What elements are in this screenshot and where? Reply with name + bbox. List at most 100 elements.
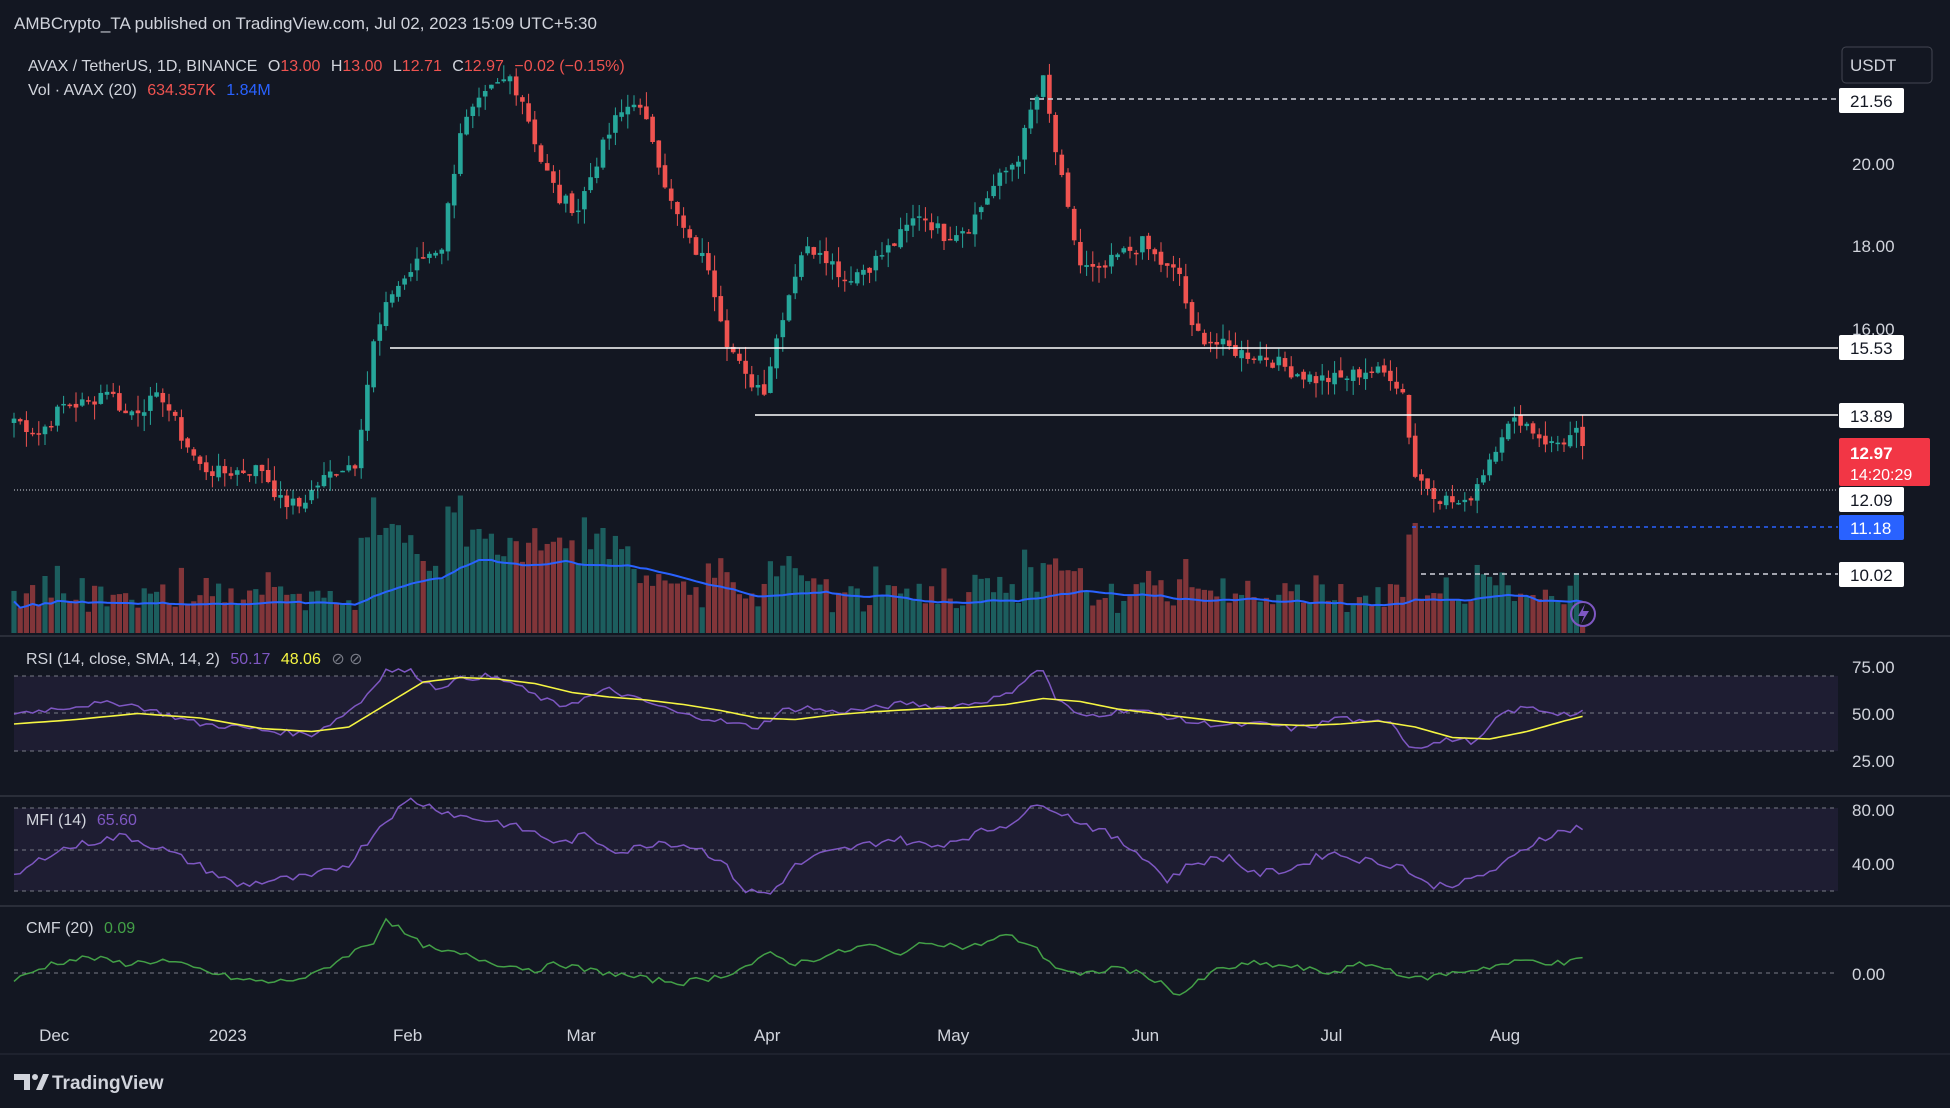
volume-bar bbox=[395, 525, 401, 633]
volume-bar bbox=[1493, 585, 1499, 633]
candle-body bbox=[631, 104, 637, 108]
candle-body bbox=[557, 184, 562, 204]
candle-body bbox=[1295, 374, 1300, 377]
candle-body bbox=[489, 84, 494, 89]
candle-body bbox=[1481, 475, 1486, 483]
time-axis-label: Mar bbox=[567, 1026, 597, 1045]
candle-body bbox=[1474, 484, 1480, 501]
cmf-tick-0: 0.00 bbox=[1852, 965, 1885, 984]
lightning-icon[interactable] bbox=[1570, 601, 1596, 627]
candle-body bbox=[408, 272, 414, 277]
candle-body bbox=[1505, 423, 1511, 440]
volume-bar bbox=[842, 592, 848, 633]
candle-body bbox=[464, 116, 469, 135]
candle-body bbox=[997, 172, 1003, 186]
candle-body bbox=[1288, 366, 1294, 378]
candle-body bbox=[1257, 355, 1263, 361]
candle-body bbox=[569, 193, 575, 214]
volume-bar bbox=[1412, 523, 1418, 633]
volume-bar bbox=[290, 594, 296, 633]
candle-body bbox=[340, 470, 345, 473]
candle-body bbox=[420, 257, 426, 259]
time-axis-label: Dec bbox=[39, 1026, 70, 1045]
time-axis-label: Jul bbox=[1321, 1026, 1343, 1045]
candle-body bbox=[495, 82, 500, 84]
candle-body bbox=[619, 112, 624, 117]
volume-bar bbox=[1418, 598, 1424, 633]
candle-body bbox=[166, 404, 172, 411]
volume-bar bbox=[414, 553, 420, 633]
last-price-text: 12.97 bbox=[1850, 444, 1893, 463]
candle-body bbox=[1319, 375, 1325, 381]
volume-bar bbox=[327, 590, 333, 633]
volume-bar bbox=[761, 583, 767, 633]
candle-body bbox=[185, 438, 190, 448]
volume-bar bbox=[1164, 601, 1170, 633]
candle-body bbox=[1245, 352, 1251, 359]
candle-body bbox=[1158, 251, 1164, 265]
volume-bar bbox=[203, 578, 209, 633]
volume-bar bbox=[941, 568, 947, 633]
volume-bar bbox=[1003, 592, 1009, 633]
candle-body bbox=[1183, 276, 1189, 304]
candle-body bbox=[1543, 435, 1548, 445]
volume-bar bbox=[606, 559, 612, 633]
candle-body bbox=[538, 145, 544, 162]
volume-bar bbox=[216, 583, 222, 633]
volume-bar bbox=[1183, 559, 1189, 633]
volume-bar bbox=[11, 590, 17, 633]
volume-bar bbox=[1555, 601, 1561, 633]
candle-body bbox=[972, 214, 978, 235]
candle-body bbox=[98, 392, 104, 404]
candle-body bbox=[1487, 459, 1492, 476]
candle-body bbox=[1580, 426, 1585, 447]
time-axis-label: Feb bbox=[393, 1026, 422, 1045]
volume-bar bbox=[755, 606, 761, 633]
volume-bar bbox=[1580, 625, 1586, 633]
candle-body bbox=[1164, 263, 1170, 266]
volume-bar bbox=[228, 588, 234, 633]
volume-bar bbox=[712, 577, 718, 633]
rsi-legend: RSI (14, close, SMA, 14, 2) 50.17 48.06 … bbox=[26, 651, 363, 668]
rsi-tick-50: 50.00 bbox=[1852, 705, 1895, 724]
candle-body bbox=[1406, 394, 1412, 438]
candle-body bbox=[985, 198, 990, 205]
high-label: H bbox=[331, 58, 343, 75]
candle-body bbox=[129, 411, 135, 416]
candle-body bbox=[383, 302, 389, 327]
volume-bar bbox=[482, 538, 488, 633]
volume-bar bbox=[36, 605, 42, 633]
candle-body bbox=[1084, 265, 1089, 267]
price-candles bbox=[11, 63, 1585, 520]
candle-body bbox=[228, 473, 234, 476]
candle-body bbox=[1270, 362, 1275, 368]
candle-body bbox=[278, 495, 283, 498]
volume-bar bbox=[1251, 596, 1257, 633]
candle-body bbox=[1195, 323, 1201, 331]
volume-bar bbox=[575, 563, 581, 633]
tradingview-logo: TradingView bbox=[14, 1073, 164, 1094]
volume-bar bbox=[476, 528, 482, 633]
volume-bar bbox=[860, 611, 866, 633]
volume-bar bbox=[1177, 579, 1183, 633]
volume-bar bbox=[557, 537, 563, 633]
low-value: 12.71 bbox=[402, 58, 442, 75]
candle-body bbox=[303, 502, 308, 509]
candle-body bbox=[61, 403, 66, 406]
candle-body bbox=[1102, 265, 1108, 268]
volume-bar bbox=[1394, 584, 1400, 633]
candle-body bbox=[724, 320, 730, 348]
candle-body bbox=[439, 249, 445, 254]
volume-bar bbox=[197, 595, 203, 633]
candle-body bbox=[396, 285, 401, 297]
candle-body bbox=[451, 173, 457, 206]
volume-bar bbox=[1462, 603, 1468, 633]
candle-body bbox=[613, 115, 618, 133]
candle-body bbox=[1133, 252, 1139, 255]
time-axis-label: May bbox=[937, 1026, 970, 1045]
currency-button[interactable]: USDT bbox=[1841, 46, 1933, 84]
candle-body bbox=[110, 391, 116, 394]
candle-body bbox=[1264, 357, 1269, 361]
candle-body bbox=[1450, 496, 1455, 503]
volume-bar bbox=[705, 563, 711, 633]
